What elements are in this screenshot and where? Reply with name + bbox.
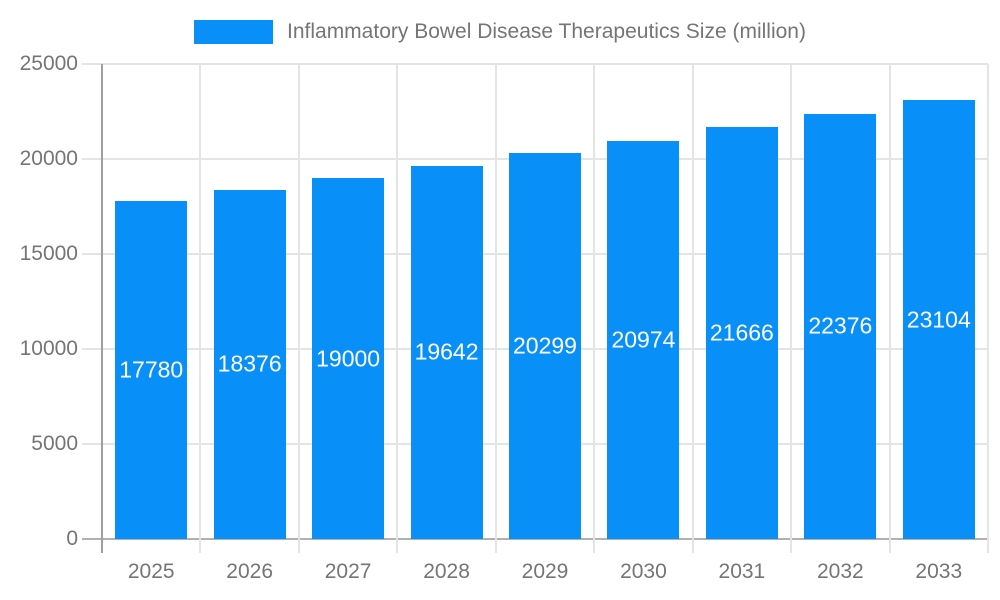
x-axis-tick-label: 2033 [915, 560, 963, 583]
bar-value-label: 21666 [709, 319, 774, 346]
y-axis-tick-label: 20000 [19, 147, 78, 170]
bar-2025[interactable]: 17780 [115, 201, 188, 539]
x-axis-tick-label: 2032 [816, 560, 864, 583]
gridline-vertical [297, 64, 300, 553]
bar-value-label: 20299 [513, 332, 577, 359]
x-axis-tick-label: 2027 [324, 560, 372, 583]
bar-value-label: 23104 [906, 306, 971, 333]
gridline-vertical [593, 64, 596, 553]
x-axis-tick-label: 2025 [127, 560, 175, 583]
bar-value-label: 18376 [217, 350, 282, 377]
x-axis-line [82, 538, 988, 540]
plot-area: 17780 18376 19000 19642 20299 20974 21666 22376… [82, 63, 989, 553]
bar-value-label: 20974 [611, 326, 676, 353]
y-axis-tick-label: 10000 [19, 337, 78, 360]
x-axis-tick-label: 2030 [620, 560, 667, 583]
legend-label: Inflammatory Bowel Disease Therapeutics … [287, 20, 806, 43]
x-axis-tick-label: 2029 [521, 560, 569, 583]
gridline-vertical [691, 64, 694, 553]
y-axis-tick-label: 25000 [19, 52, 78, 75]
y-axis-tick-label: 0 [66, 527, 78, 550]
bar-2027[interactable]: 19000 [312, 178, 385, 539]
x-axis-tick-label: 2026 [226, 560, 274, 583]
x-axis-tick-label: 2031 [718, 560, 766, 583]
bar-2026[interactable]: 18376 [213, 189, 286, 539]
legend[interactable]: Inflammatory Bowel Disease Therapeutics … [0, 18, 1000, 46]
bar-2032[interactable]: 22376 [804, 113, 877, 539]
bar-value-label: 19000 [316, 345, 381, 371]
bar-2033[interactable]: 23104 [902, 100, 975, 539]
gridline-vertical [790, 64, 793, 553]
y-axis-tick-label: 15000 [19, 242, 78, 265]
legend-swatch [194, 20, 273, 44]
gridline-horizontal [82, 63, 988, 65]
bar-2031[interactable]: 21666 [705, 127, 778, 539]
bar-2029[interactable]: 20299 [509, 153, 581, 539]
bar-2030[interactable]: 20974 [607, 140, 680, 539]
bar-value-label: 22376 [808, 312, 873, 339]
y-axis-line [101, 64, 103, 553]
bar-value-label: 19642 [414, 338, 479, 365]
gridline-vertical [396, 64, 399, 553]
gridline-vertical [987, 64, 989, 553]
x-axis-tick-label: 2028 [423, 560, 470, 583]
gridline-vertical [888, 64, 891, 553]
gridline-vertical [494, 64, 497, 553]
gridline-vertical [199, 64, 202, 553]
bar-2028[interactable]: 19642 [410, 165, 483, 539]
y-axis-tick-label: 5000 [31, 432, 78, 455]
bar-value-label: 17780 [119, 356, 184, 383]
